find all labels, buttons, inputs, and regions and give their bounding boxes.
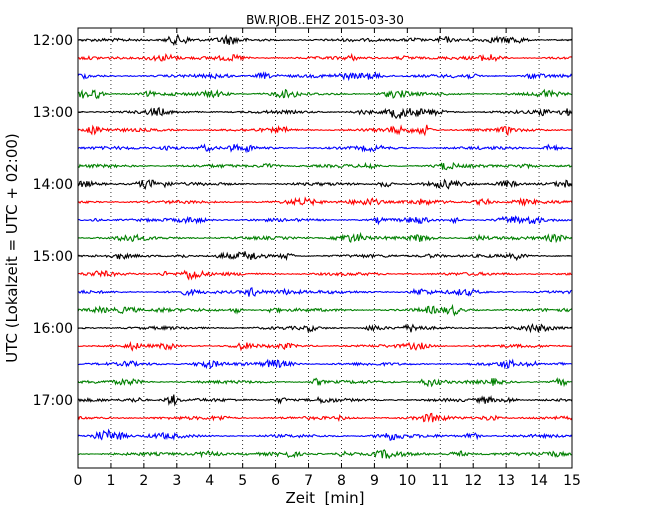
x-tick-label: 15 — [563, 473, 581, 489]
x-tick-label: 11 — [431, 473, 449, 489]
trace-line — [77, 231, 573, 244]
x-tick-label: 3 — [172, 473, 181, 489]
plot-frame — [77, 27, 573, 469]
trace-line — [77, 412, 573, 423]
trace-line — [77, 124, 573, 137]
trace-line — [77, 33, 573, 47]
x-tick-label: 7 — [304, 473, 313, 489]
chart-title: BW.RJOB..EHZ 2015-03-30 — [246, 13, 404, 27]
x-tick-label: 14 — [530, 473, 548, 489]
x-tick-label: 12 — [464, 473, 482, 489]
y-axis: 12:00 13:00 14:00 15:00 16:00 17:00 — [33, 33, 572, 409]
x-tick-label: 1 — [106, 473, 115, 489]
trace-line — [77, 196, 573, 207]
x-tick-label: 4 — [205, 473, 214, 489]
grid-lines — [110, 28, 540, 468]
trace-line — [77, 449, 573, 460]
x-tick-label: 9 — [370, 473, 379, 489]
x-tick-label: 13 — [497, 473, 515, 489]
trace-line — [77, 88, 573, 100]
x-tick-label: 6 — [271, 473, 280, 489]
y-tick-label: 15:00 — [33, 249, 73, 265]
x-tick-label: 10 — [398, 473, 416, 489]
trace-line — [77, 394, 573, 407]
trace-line — [77, 52, 573, 63]
x-axis: 0 1 2 3 4 5 6 7 8 9 10 11 12 13 14 15 — [74, 28, 581, 489]
trace-line — [77, 71, 573, 82]
trace-line — [77, 215, 573, 226]
trace-line — [77, 178, 573, 191]
x-tick-label: 2 — [139, 473, 148, 489]
trace-line — [77, 377, 573, 388]
trace-line — [77, 428, 573, 442]
seismic-traces — [77, 33, 573, 460]
trace-line — [77, 287, 573, 297]
y-tick-label: 14:00 — [33, 177, 73, 193]
trace-line — [77, 358, 573, 370]
x-tick-label: 0 — [74, 473, 83, 489]
trace-line — [77, 322, 573, 334]
trace-line — [77, 269, 573, 281]
x-tick-label: 8 — [337, 473, 346, 489]
y-tick-label: 17:00 — [33, 393, 73, 409]
x-axis-label: Zeit [min] — [285, 489, 364, 507]
x-tick-label: 5 — [238, 473, 247, 489]
y-tick-label: 13:00 — [33, 105, 73, 121]
trace-line — [77, 143, 573, 154]
trace-line — [77, 251, 573, 262]
trace-line — [77, 303, 573, 317]
y-tick-label: 12:00 — [33, 33, 73, 49]
y-tick-label: 16:00 — [33, 321, 73, 337]
trace-line — [77, 340, 573, 352]
y-axis-label: UTC (Lokalzeit = UTC + 02:00) — [3, 133, 21, 363]
trace-line — [77, 161, 573, 171]
trace-line — [77, 106, 573, 120]
